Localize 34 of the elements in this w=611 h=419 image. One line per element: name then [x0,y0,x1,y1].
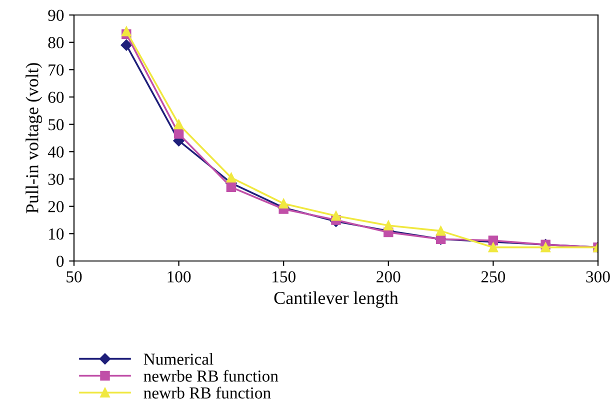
point [488,236,498,246]
x-axis-title: Cantilever length [274,291,398,308]
y-tick-label: 70 [48,64,64,76]
point [540,242,550,252]
y-tick-label: 30 [48,174,64,185]
y-tick-label: 60 [48,92,64,103]
y-tick-label: 20 [48,201,64,212]
legend-label: newrbe RB function [144,370,278,382]
point [436,226,446,236]
y-axis-title: Pull-in voltage (volt) [26,63,42,214]
point [174,129,184,139]
point [331,211,341,221]
point [226,172,236,182]
point [278,198,288,208]
point [174,119,184,130]
x-tick-label: 100 [168,271,191,282]
x-tick-label: 50 [66,271,82,282]
y-tick-label: 0 [56,256,64,267]
y-tick-label: 80 [48,37,64,48]
point [122,26,132,36]
y-tick-label: 40 [48,146,64,158]
y-tick-label: 50 [48,119,64,130]
x-tick-label: 150 [272,271,296,282]
y-tick-label: 90 [48,10,64,21]
point [226,182,236,192]
point [120,39,132,51]
y-tick-label: 10 [49,228,64,240]
point [384,220,394,230]
x-tick-label: 300 [586,271,610,282]
point [488,242,498,252]
legend-label: newrb RB function [144,386,271,399]
x-tick-label: 200 [376,271,400,282]
legend-label: Numerical [144,353,214,365]
x-tick-label: 250 [481,271,506,282]
